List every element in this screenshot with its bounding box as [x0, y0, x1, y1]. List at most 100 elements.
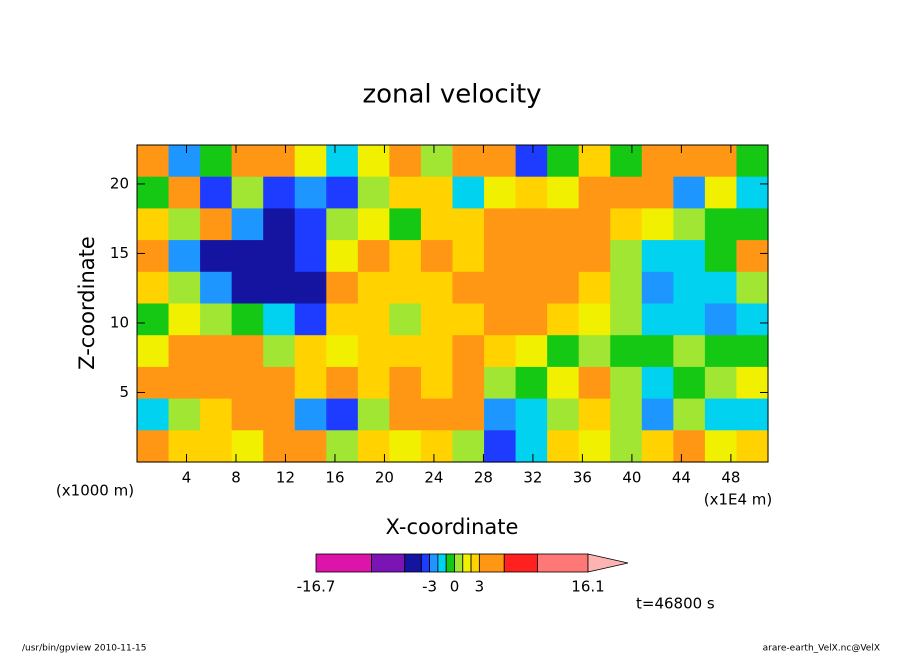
cell	[610, 366, 643, 400]
cell	[484, 208, 517, 241]
cell	[484, 240, 517, 273]
y-tick-label: 5	[119, 383, 129, 401]
plot-frame	[136, 144, 769, 463]
cell	[294, 145, 327, 178]
cell	[610, 208, 643, 241]
cell	[357, 176, 390, 209]
y-tick-label: 10	[110, 313, 129, 331]
cell	[420, 145, 454, 178]
cell	[484, 271, 517, 305]
cell	[484, 335, 517, 368]
cell	[578, 303, 611, 336]
cell	[736, 176, 769, 209]
colorbar-tick-label: -3	[422, 578, 437, 596]
cell	[137, 145, 170, 178]
cell	[294, 176, 327, 209]
cell	[736, 303, 769, 336]
cell	[263, 176, 296, 209]
cell	[137, 335, 170, 368]
cell	[641, 398, 674, 431]
colorbar-box	[371, 553, 406, 573]
cell	[389, 208, 422, 241]
cell	[673, 398, 706, 431]
cell	[420, 271, 454, 305]
cell	[610, 145, 643, 178]
cell	[547, 240, 580, 273]
colorbar-box	[537, 553, 589, 573]
cell	[389, 303, 422, 336]
cell	[357, 303, 390, 336]
cell	[357, 366, 390, 400]
cell	[263, 366, 296, 400]
cell	[263, 303, 296, 336]
cell	[547, 335, 580, 368]
field	[137, 145, 769, 463]
cell	[578, 430, 611, 463]
cell	[736, 398, 769, 431]
cell	[326, 208, 359, 241]
cell	[515, 176, 548, 209]
cell	[515, 430, 548, 463]
x-tick-label: 24	[424, 469, 443, 487]
cell	[736, 145, 769, 178]
annotation: t=46800 s	[636, 595, 715, 613]
cell	[263, 271, 296, 305]
cell	[704, 335, 738, 368]
cell	[263, 240, 296, 273]
x-tick-label: 20	[375, 469, 394, 487]
cell	[673, 145, 706, 178]
cell	[389, 366, 422, 400]
cell	[294, 366, 327, 400]
cell	[515, 240, 548, 273]
cell	[200, 208, 233, 241]
cell	[389, 398, 422, 431]
cell	[168, 240, 201, 273]
cell	[641, 271, 674, 305]
cell	[452, 430, 485, 463]
colorbar-tick-label: -16.7	[297, 578, 336, 596]
cell	[389, 271, 422, 305]
cell	[326, 430, 359, 463]
cell	[452, 303, 485, 336]
colorbar-tick-label: 16.1	[571, 578, 604, 596]
cell	[294, 303, 327, 336]
cell	[610, 271, 643, 305]
x-axis-label: X-coordinate	[386, 515, 519, 539]
x-tick-label: 36	[573, 469, 592, 487]
cell	[704, 366, 738, 400]
cell	[326, 366, 359, 400]
cell	[515, 208, 548, 241]
cell	[200, 335, 233, 368]
cell	[547, 208, 580, 241]
cell	[641, 335, 674, 368]
chart-title: zonal velocity	[362, 80, 541, 110]
cell	[515, 335, 548, 368]
cell	[547, 145, 580, 178]
cell	[168, 208, 201, 241]
cell	[641, 430, 674, 463]
cell	[263, 208, 296, 241]
colorbar-box	[503, 553, 538, 573]
cell	[137, 240, 170, 273]
cell	[168, 430, 201, 463]
cell	[484, 176, 517, 209]
cell	[231, 366, 264, 400]
cell	[200, 176, 233, 209]
cell	[231, 240, 264, 273]
cell	[673, 366, 706, 400]
x-unit: (x1E4 m)	[704, 491, 773, 509]
cell	[231, 430, 264, 463]
cell	[420, 335, 454, 368]
cell	[357, 208, 390, 241]
cell	[263, 430, 296, 463]
cell	[452, 240, 485, 273]
cell	[357, 271, 390, 305]
cell	[736, 271, 769, 305]
cell	[578, 366, 611, 400]
cell	[578, 271, 611, 305]
colorbar-box	[445, 553, 455, 573]
x-tick-label: 44	[672, 469, 691, 487]
cell	[515, 398, 548, 431]
cell	[578, 176, 611, 209]
